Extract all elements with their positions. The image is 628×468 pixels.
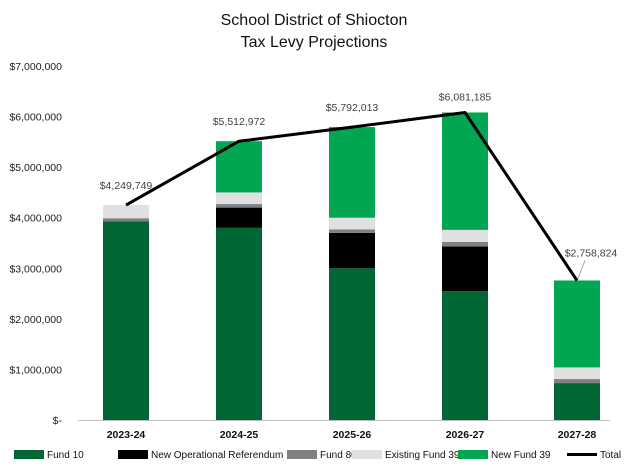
legend-label: Existing Fund 39 (385, 450, 460, 461)
bar-segment-fund-10 (554, 383, 600, 420)
total-data-label: $5,792,013 (326, 102, 379, 114)
chart-title-line-2: Tax Levy Projections (241, 34, 388, 51)
x-tick-label: 2023-24 (107, 429, 146, 441)
y-tick-label: $2,000,000 (9, 314, 62, 326)
bar-segment-fund-80 (216, 204, 262, 208)
total-line-layer: $4,249,749 $5,512,972 $5,792,013 $6,081,185… (100, 91, 618, 282)
bar-segment-new-operational-referendum (442, 246, 488, 292)
bar-segment-new-operational-referendum (216, 207, 262, 228)
chart-title-line-1: School District of Shiocton (221, 12, 408, 29)
bar-segment-existing-fund-39 (554, 367, 600, 380)
total-data-label: $4,249,749 (100, 180, 153, 192)
total-data-label: $2,758,824 (565, 247, 618, 259)
bar-segment-fund-80 (329, 229, 375, 233)
x-axis: 2023-24 2024-25 2025-26 2026-27 2027-28 (78, 420, 610, 441)
y-tick-label: $1,000,000 (9, 364, 62, 376)
bar-segment-existing-fund-39 (329, 217, 375, 230)
bar-segment-fund-10 (103, 221, 149, 420)
bar-segment-existing-fund-39 (216, 192, 262, 205)
bar-segment-new-fund-39 (554, 280, 600, 368)
bar-segment-existing-fund-39 (103, 205, 149, 219)
bar-segment-existing-fund-39 (442, 229, 488, 242)
x-tick-label: 2025-26 (333, 429, 372, 441)
legend-label: New Operational Referendum (151, 450, 283, 461)
bar-segment-new-fund-39 (442, 112, 488, 230)
x-tick-label: 2027-28 (558, 429, 597, 441)
legend-swatch (352, 450, 382, 459)
legend-swatch (287, 450, 317, 459)
y-tick-label: $5,000,000 (9, 162, 62, 174)
bar-segment-new-fund-39 (329, 127, 375, 218)
total-line (125, 110, 579, 282)
bar-segment-fund-80 (103, 218, 149, 222)
y-tick-label: $7,000,000 (9, 61, 62, 73)
y-tick-label: $- (53, 415, 63, 427)
legend: Fund 10 New Operational Referendum Fund 80… (14, 450, 621, 461)
bar-segment-fund-10 (329, 268, 375, 420)
bar-segment-fund-80 (554, 379, 600, 384)
total-data-label: $6,081,185 (439, 91, 492, 103)
y-axis: $- $1,000,000 $2,000,000 $3,000,000 $4,000,0… (9, 61, 62, 427)
legend-label: Fund 80 (320, 450, 357, 461)
legend-swatch (14, 450, 44, 459)
total-data-label: $5,512,972 (213, 116, 266, 128)
bar-segment-fund-10 (216, 227, 262, 420)
y-tick-label: $3,000,000 (9, 263, 62, 275)
x-tick-label: 2024-25 (220, 429, 259, 441)
bar-segment-fund-80 (442, 241, 488, 247)
y-tick-label: $6,000,000 (9, 112, 62, 124)
y-tick-label: $4,000,000 (9, 213, 62, 225)
bar-segment-new-operational-referendum (329, 232, 375, 269)
bar-segment-fund-10 (442, 291, 488, 420)
x-tick-label: 2026-27 (446, 429, 485, 441)
legend-swatch (118, 450, 148, 459)
legend-label: Fund 10 (47, 450, 84, 461)
legend-swatch (458, 450, 488, 459)
data-label-leader (577, 260, 586, 279)
stacked-bars (103, 112, 600, 420)
legend-label: New Fund 39 (491, 450, 551, 461)
legend-label: Total (600, 450, 621, 461)
